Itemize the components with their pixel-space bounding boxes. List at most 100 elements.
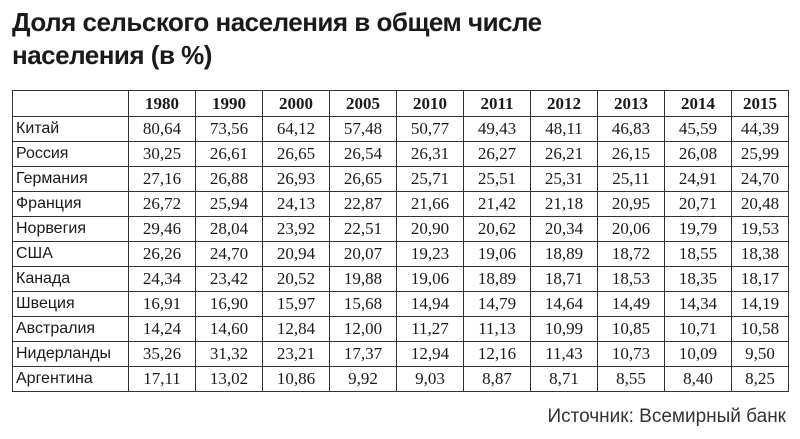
value-cell: 16,91 <box>128 291 196 317</box>
column-header: 2014 <box>664 90 732 117</box>
value-cell: 18,53 <box>597 266 665 292</box>
table-row: Россия 30,25 26,61 26,65 26,54 26,31 26,27 26,2… <box>12 141 789 167</box>
value-cell: 20,48 <box>731 191 789 217</box>
column-header: 1990 <box>195 90 263 117</box>
value-cell: 17,11 <box>128 366 196 392</box>
column-header: 2011 <box>463 90 531 117</box>
row-label: Норвегия <box>12 216 129 242</box>
value-cell: 22,51 <box>329 216 397 242</box>
value-cell: 20,07 <box>329 241 397 267</box>
value-cell: 18,71 <box>530 266 598 292</box>
value-cell: 25,51 <box>463 166 531 192</box>
value-cell: 12,94 <box>396 341 464 367</box>
value-cell: 26,65 <box>329 166 397 192</box>
value-cell: 21,66 <box>396 191 464 217</box>
table-row: Швеция 16,91 16,90 15,97 15,68 14,94 14,79 14,6… <box>12 291 789 317</box>
row-label: Аргентина <box>12 366 129 392</box>
value-cell: 25,71 <box>396 166 464 192</box>
value-cell: 44,39 <box>731 116 789 142</box>
value-cell: 48,11 <box>530 116 598 142</box>
value-cell: 18,38 <box>731 241 789 267</box>
value-cell: 64,12 <box>262 116 330 142</box>
value-cell: 24,13 <box>262 191 330 217</box>
row-label: Австралия <box>12 316 129 342</box>
value-cell: 14,94 <box>396 291 464 317</box>
value-cell: 46,83 <box>597 116 665 142</box>
column-header: 2010 <box>396 90 464 117</box>
value-cell: 25,31 <box>530 166 598 192</box>
column-header: 2005 <box>329 90 397 117</box>
data-table: 1980 1990 2000 2005 2010 2011 2012 2013 2014 2015… <box>12 90 789 392</box>
column-header: 2013 <box>597 90 665 117</box>
value-cell: 20,95 <box>597 191 665 217</box>
value-cell: 26,08 <box>664 141 732 167</box>
value-cell: 20,52 <box>262 266 330 292</box>
value-cell: 14,60 <box>195 316 263 342</box>
row-label: США <box>12 241 129 267</box>
value-cell: 14,19 <box>731 291 789 317</box>
value-cell: 14,64 <box>530 291 598 317</box>
table-row: Германия 27,16 26,88 26,93 26,65 25,71 25,51 25… <box>12 166 789 192</box>
value-cell: 24,91 <box>664 166 732 192</box>
value-cell: 14,49 <box>597 291 665 317</box>
value-cell: 20,06 <box>597 216 665 242</box>
value-cell: 29,46 <box>128 216 196 242</box>
value-cell: 80,64 <box>128 116 196 142</box>
value-cell: 26,15 <box>597 141 665 167</box>
value-cell: 20,94 <box>262 241 330 267</box>
value-cell: 18,89 <box>463 266 531 292</box>
value-cell: 26,26 <box>128 241 196 267</box>
value-cell: 15,97 <box>262 291 330 317</box>
value-cell: 26,72 <box>128 191 196 217</box>
value-cell: 26,88 <box>195 166 263 192</box>
title-line: населения (в %) <box>12 40 212 70</box>
value-cell: 9,03 <box>396 366 464 392</box>
value-cell: 9,50 <box>731 341 789 367</box>
value-cell: 10,09 <box>664 341 732 367</box>
value-cell: 18,35 <box>664 266 732 292</box>
value-cell: 9,92 <box>329 366 397 392</box>
value-cell: 11,43 <box>530 341 598 367</box>
value-cell: 19,88 <box>329 266 397 292</box>
value-cell: 10,58 <box>731 316 789 342</box>
title-line: Доля сельского населения в общем числе <box>12 7 542 37</box>
value-cell: 8,55 <box>597 366 665 392</box>
value-cell: 50,77 <box>396 116 464 142</box>
value-cell: 8,25 <box>731 366 789 392</box>
value-cell: 25,99 <box>731 141 789 167</box>
value-cell: 20,71 <box>664 191 732 217</box>
value-cell: 20,62 <box>463 216 531 242</box>
value-cell: 26,27 <box>463 141 531 167</box>
row-label: Швеция <box>12 291 129 317</box>
value-cell: 35,26 <box>128 341 196 367</box>
row-label: Нидерланды <box>12 341 129 367</box>
value-cell: 12,00 <box>329 316 397 342</box>
value-cell: 10,86 <box>262 366 330 392</box>
value-cell: 14,24 <box>128 316 196 342</box>
value-cell: 24,34 <box>128 266 196 292</box>
value-cell: 17,37 <box>329 341 397 367</box>
table-row: Нидерланды 35,26 31,32 23,21 17,37 12,94 12,16… <box>12 341 789 367</box>
value-cell: 25,94 <box>195 191 263 217</box>
value-cell: 12,16 <box>463 341 531 367</box>
value-cell: 26,61 <box>195 141 263 167</box>
value-cell: 30,25 <box>128 141 196 167</box>
value-cell: 21,18 <box>530 191 598 217</box>
value-cell: 16,90 <box>195 291 263 317</box>
value-cell: 21,42 <box>463 191 531 217</box>
value-cell: 11,13 <box>463 316 531 342</box>
value-cell: 8,87 <box>463 366 531 392</box>
value-cell: 24,70 <box>731 166 789 192</box>
value-cell: 23,42 <box>195 266 263 292</box>
value-cell: 26,54 <box>329 141 397 167</box>
value-cell: 20,34 <box>530 216 598 242</box>
value-cell: 31,32 <box>195 341 263 367</box>
value-cell: 8,71 <box>530 366 598 392</box>
value-cell: 18,55 <box>664 241 732 267</box>
value-cell: 10,99 <box>530 316 598 342</box>
table-row: Австралия 14,24 14,60 12,84 12,00 11,27 11,13 1… <box>12 316 789 342</box>
title: Доля сельского населения в общем числе н… <box>12 6 542 72</box>
value-cell: 14,34 <box>664 291 732 317</box>
value-cell: 26,65 <box>262 141 330 167</box>
